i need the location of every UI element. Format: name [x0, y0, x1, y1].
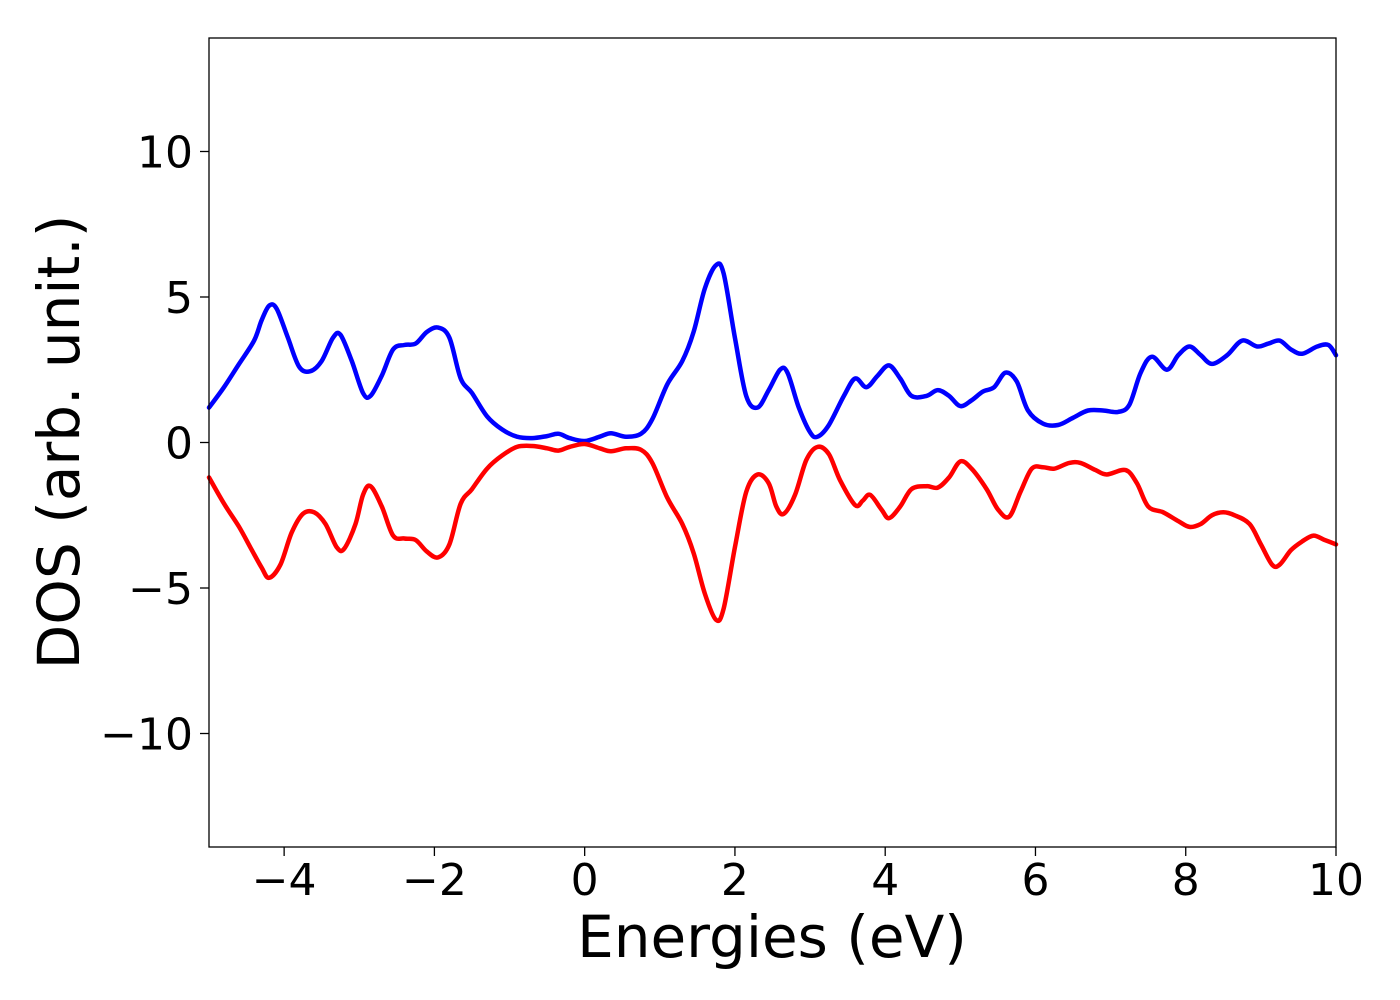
x-tick-label: 2	[721, 855, 749, 906]
x-axis-label: Energies (eV)	[577, 903, 967, 971]
y-axis-label: DOS (arb. unit.)	[25, 215, 93, 670]
y-axis-ticks: −10 −5 0 5 10	[100, 127, 209, 761]
x-tick-label: 4	[871, 855, 899, 906]
y-tick-label: 5	[165, 273, 193, 324]
spin-up-line	[206, 261, 1339, 444]
x-tick-label: 8	[1172, 855, 1200, 906]
y-tick-label: 0	[165, 419, 193, 470]
y-tick-label: −5	[128, 564, 193, 615]
x-tick-label: 6	[1021, 855, 1049, 906]
x-axis-ticks: −4 −2 0 2 4 6 8 10	[252, 847, 1364, 906]
series-lines	[206, 261, 1339, 624]
y-tick-label: 10	[137, 127, 193, 178]
x-tick-label: −2	[402, 855, 467, 906]
y-tick-label: −10	[100, 710, 193, 761]
x-tick-label: −4	[252, 855, 317, 906]
plot-frame	[208, 37, 1337, 848]
x-tick-label: 0	[571, 855, 599, 906]
spin-down-line	[206, 441, 1339, 624]
x-tick-label: 10	[1308, 855, 1364, 906]
